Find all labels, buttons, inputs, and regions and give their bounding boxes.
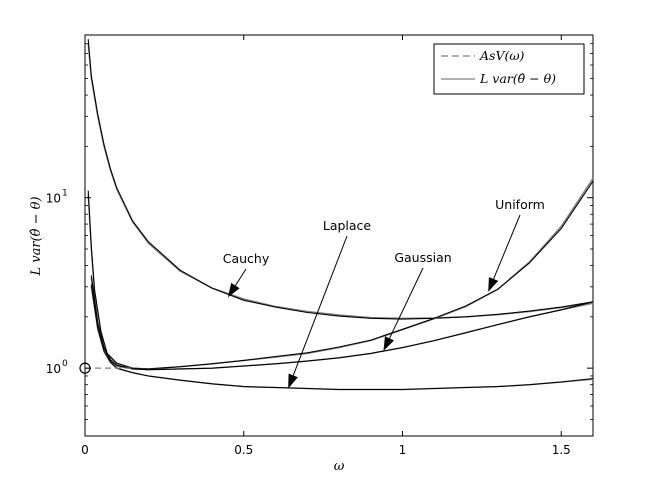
y-tick-label-base: 10 <box>46 362 61 376</box>
y-tick-label-base: 10 <box>46 192 61 206</box>
annotation-arrow-cauchy <box>234 268 247 286</box>
series-laplace-asv <box>90 286 593 391</box>
plot-frame <box>84 34 594 437</box>
annotation-label-cauchy: Cauchy <box>223 251 270 266</box>
legend-label-asv: AsV(ω) <box>479 48 525 63</box>
annotation-layer: Cauchy Laplace Gaussian Uniform <box>223 197 545 389</box>
y-axis-label: L var(θ̂ − θ) <box>29 196 44 276</box>
series-laplace-empirical <box>90 284 593 391</box>
y-tick-label-exponent: 0 <box>62 359 68 369</box>
y-tick-label-exponent: 1 <box>62 189 68 199</box>
annotation-arrow-laplace <box>292 235 348 376</box>
x-tick-label: 1.5 <box>552 443 571 457</box>
x-tick-label: 0 <box>81 443 89 457</box>
series-layer <box>87 39 593 391</box>
annotation-arrowhead-laplace <box>288 373 298 389</box>
annotation-arrow-gaussian <box>389 267 424 339</box>
x-tick-label: 0.5 <box>234 443 253 457</box>
legend-box <box>433 43 585 95</box>
series-gaussian-asv <box>90 277 593 371</box>
annotation-arrowhead-cauchy <box>227 282 240 298</box>
legend-label-empirical: L var(θ̂ − θ) <box>479 71 556 86</box>
legend: AsV(ω) L var(θ̂ − θ) <box>433 43 585 95</box>
annotation-label-uniform: Uniform <box>495 197 545 212</box>
annotation-label-gaussian: Gaussian <box>394 250 451 265</box>
annotation-arrow-uniform <box>493 214 521 280</box>
x-tick-label: 1 <box>399 443 407 457</box>
series-uniform-empirical <box>87 180 593 370</box>
annotation-arrowhead-uniform <box>488 277 499 292</box>
annotation-arrowhead-gaussian <box>383 336 394 352</box>
series-gaussian-empirical <box>90 275 593 371</box>
series-cauchy-empirical <box>87 39 593 320</box>
x-axis-label: ω <box>334 459 345 474</box>
annotation-label-laplace: Laplace <box>323 218 372 233</box>
